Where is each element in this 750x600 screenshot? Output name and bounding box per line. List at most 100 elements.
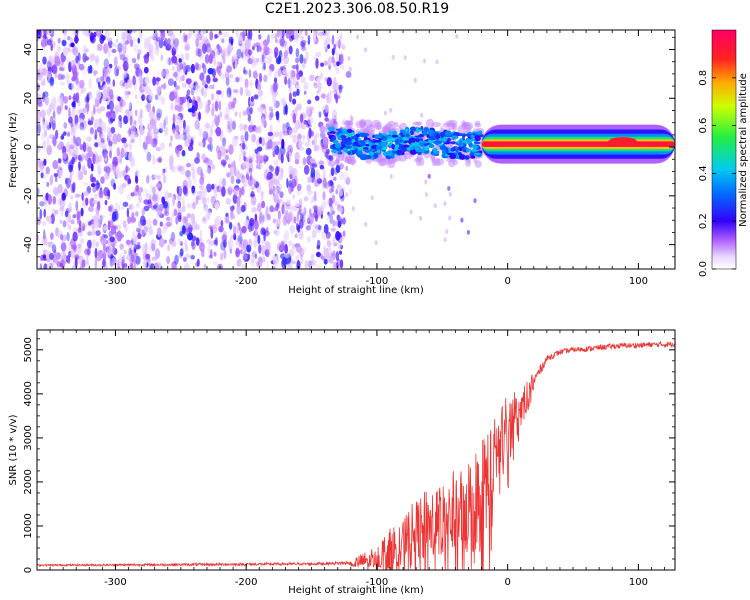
spectrogram-noise-blob (349, 188, 352, 195)
transition-band-blob (339, 135, 347, 139)
transition-band-blob (415, 138, 420, 143)
spectrogram-noise-blob (216, 90, 222, 95)
spectrogram-noise-blob (186, 89, 191, 96)
spectrogram-noise-blob (389, 174, 393, 179)
spectrogram-noise-blob (46, 182, 50, 187)
spectrogram-noise-blob (176, 193, 182, 201)
spectrogram-noise-blob (202, 43, 207, 54)
spectrogram-noise-blob (58, 94, 63, 102)
spectrogram-noise-blob (320, 93, 326, 99)
spectrogram-noise-blob (207, 244, 211, 254)
steady-band-layer (481, 141, 675, 147)
spectrogram-noise-blob (92, 186, 97, 193)
spectrogram-noise-blob (298, 229, 304, 241)
spectrogram-noise-blob (84, 48, 89, 53)
spectrogram-noise-blob (246, 38, 252, 50)
spectrogram-noise-blob (60, 259, 65, 269)
snr-panel: -300 -200 -100 0 100 0 1000 2000 3000 4000 5000 H… (8, 329, 676, 596)
spectrogram-noise-blob (94, 118, 100, 128)
spectrogram-noise-blob (69, 144, 75, 149)
spectrogram-noise-blob (300, 42, 306, 47)
spectrogram-noise-blob (294, 119, 301, 130)
spectrogram-noise-blob (466, 230, 470, 235)
spectrogram-noise-blob (87, 231, 92, 236)
spectrogram-noise-blob (335, 230, 341, 241)
spectrogram-noise-blob (232, 54, 238, 60)
spectrogram-noise-blob (304, 30, 308, 36)
spectrogram-noise-blob (63, 32, 69, 41)
spectrogram-noise-blob (56, 143, 62, 150)
transition-band-blob (378, 132, 383, 139)
spectrogram-noise-blob (238, 153, 242, 163)
spectrogram-noise-blob (273, 189, 278, 196)
spectrogram-noise-blob (280, 153, 284, 164)
spectrogram-noise-blob (141, 208, 146, 216)
spectrogram-noise-blob (106, 165, 110, 176)
spectrogram-noise-blob (100, 176, 105, 184)
spectrogram-noise-blob (66, 57, 70, 65)
transition-band-halo (473, 158, 478, 164)
spectrogram-noise-blob (263, 231, 266, 242)
spectrogram-noise-blob (136, 245, 139, 252)
spectrogram-noise-blob (322, 30, 327, 36)
spectrogram-noise-blob (165, 44, 172, 51)
spectrogram-noise-blob (72, 100, 76, 109)
spectrogram-noise-blob (336, 184, 341, 190)
spectrogram-noise-blob (187, 232, 194, 241)
spectrogram-noise-blob (322, 177, 327, 188)
spectrogram-noise-blob (90, 116, 94, 122)
spectrogram-noise-blob (216, 185, 222, 193)
spectrogram-noise-blob (244, 48, 249, 57)
spectrogram-noise-blob (403, 55, 407, 61)
spectrogram-noise-blob (241, 51, 244, 59)
spectrogram-noise-blob (152, 154, 156, 165)
snr-y-axis-label: SNR (10 * v/v) (8, 414, 19, 485)
spectrogram-noise-blob (51, 120, 56, 131)
spectrogram-noise-blob (230, 234, 234, 240)
snr-y-ticks: 0 1000 2000 3000 4000 5000 (23, 337, 675, 573)
spectrogram-noise-blob (262, 60, 268, 65)
spectrogram-noise-blob (127, 216, 131, 225)
spectrogram-noise-blob (302, 157, 307, 166)
spectrogram-noise-blob (123, 249, 127, 255)
spectrogram-noise-blob (203, 187, 208, 197)
spectrogram-noise-blob (178, 201, 182, 210)
spectrogram-noise-blob (325, 231, 331, 239)
spectrogram-noise-blob (184, 137, 188, 147)
spectrogram-noise-blob (178, 215, 182, 223)
spectrogram-noise-blob (307, 99, 312, 105)
spectrogram-noise-blob (43, 229, 46, 240)
transition-band-blob (470, 134, 475, 139)
spectrogram-noise-blob (64, 105, 68, 110)
spectrogram-noise-blob (253, 43, 257, 48)
spectrogram-noise-blob (195, 224, 200, 231)
spectrogram-noise-blob (301, 41, 306, 49)
transition-band-blob (414, 135, 423, 138)
spectrogram-noise-blob (227, 117, 232, 126)
spectrogram-noise-blob (46, 263, 51, 269)
spectrogram-noise-blob (266, 249, 270, 258)
spectrogram-noise-blob (161, 196, 166, 204)
spectrogram-noise-blob (206, 183, 212, 193)
spectrogram-noise-blob (152, 200, 157, 205)
spectrogram-noise-blob (274, 141, 281, 146)
spectrogram-noise-blob (60, 241, 67, 252)
spectrogram-noise-blob (263, 74, 268, 83)
spectrogram-noise-blob (221, 177, 227, 188)
transition-band-blob (422, 131, 428, 136)
spectrogram-noise-blob (282, 256, 287, 267)
spectrogram-noise-blob (72, 231, 78, 242)
spectrogram-noise-blob (309, 198, 313, 204)
spectrogram-noise-blob (37, 123, 41, 135)
spectrogram-noise-blob (158, 128, 163, 134)
spectrogram-noise-blob (205, 123, 211, 129)
spectrogram-noise-blob (206, 168, 211, 174)
spectrogram-noise-blob (94, 134, 98, 140)
spectrogram-noise-blob (313, 134, 318, 145)
spectrogram-noise-blob (74, 114, 79, 125)
spectrogram-noise-blob (214, 188, 218, 199)
spectrogram-noise-blob (427, 173, 431, 179)
spectrogram-noise-blob (259, 220, 264, 225)
spectrogram-noise-blob (46, 136, 50, 148)
spectrogram-noise-blob (144, 37, 148, 49)
